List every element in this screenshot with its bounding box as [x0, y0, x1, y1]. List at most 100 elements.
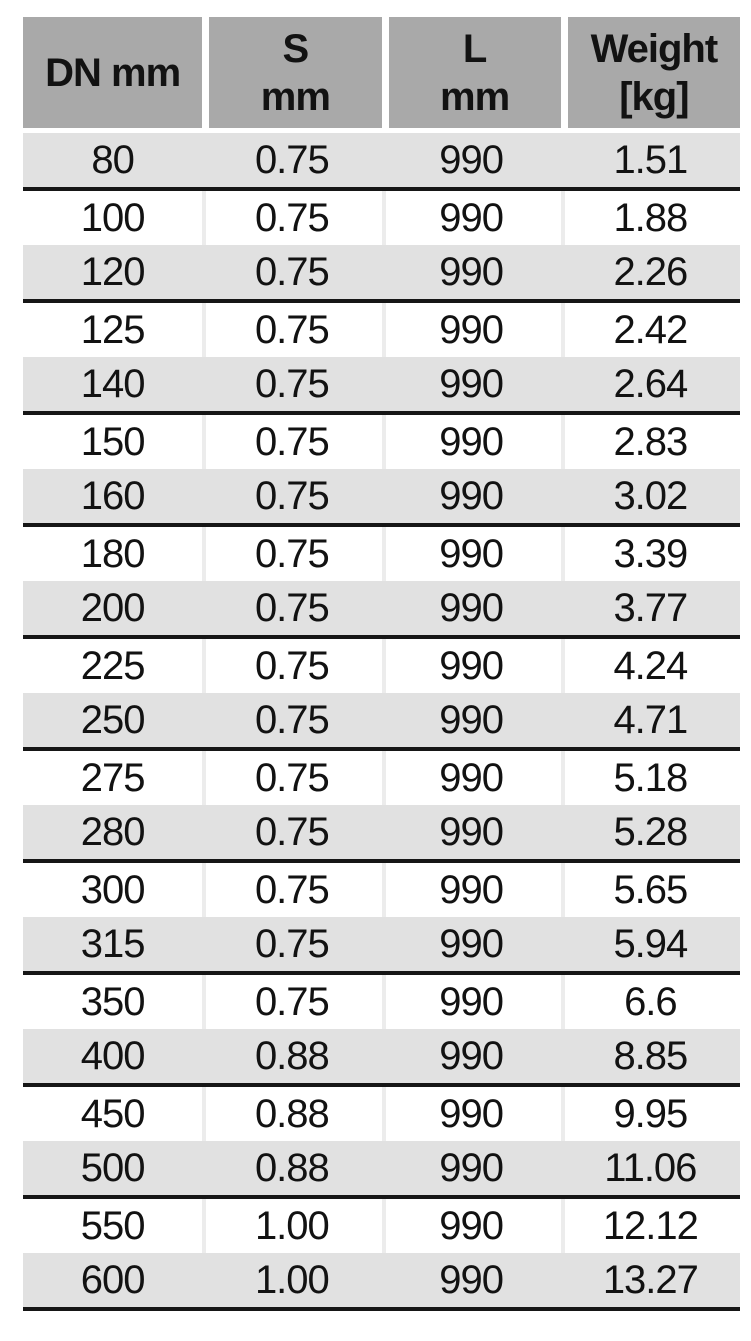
table-cell-weight: 1.51: [613, 137, 688, 182]
table-cell-dn: 275: [80, 755, 146, 800]
column-header-line: [kg]: [619, 74, 689, 119]
table-cell-weight: 8.85: [613, 1033, 688, 1078]
table-cell-dn: 300: [80, 867, 146, 912]
table-cell-s: 0.75: [254, 697, 330, 742]
table-row: 500 0.88 990 11.06: [23, 1141, 740, 1199]
table-cell-dn: 200: [80, 585, 146, 630]
table-cell-weight: 6.6: [561, 975, 740, 1029]
table-cell-s: 0.75: [254, 473, 330, 518]
table-cell-dn: 125: [80, 307, 146, 352]
table-cell-s: 1.00: [202, 1199, 381, 1253]
table-cell-l: 990: [439, 921, 504, 966]
table-cell-weight: 11.06: [604, 1145, 697, 1190]
table-cell-l: 990: [382, 1199, 561, 1253]
table-row: 80 0.75 990 1.51: [23, 133, 740, 191]
table-cell-weight: 5.28: [613, 809, 688, 854]
table-row: 550 1.00 990 12.12: [23, 1199, 740, 1253]
table-row: 300 0.75 990 5.65: [23, 863, 740, 917]
column-header-line: Weight: [590, 26, 719, 71]
table-cell-dn: 180: [80, 531, 146, 576]
table-row: 350 0.75 990 6.6: [23, 975, 740, 1029]
table-cell-weight: 3.02: [613, 473, 688, 518]
table-cell-dn: 160: [80, 473, 146, 518]
table-cell-s: 0.88: [254, 1033, 330, 1078]
table-cell-weight: 1.88: [561, 191, 740, 245]
table-cell-l: 990: [382, 191, 561, 245]
table-row: 150 0.75 990 2.83: [23, 415, 740, 469]
table-body: 80 0.75 990 1.51 100 0.75 990 1.88 120 0.75 990 2.2…: [23, 133, 740, 1311]
column-header-weight: Weight [kg]: [560, 17, 740, 128]
table-cell-dn: 100: [80, 195, 146, 240]
table-row: 250 0.75 990 4.71: [23, 693, 740, 751]
table-row: 450 0.88 990 9.95: [23, 1087, 740, 1141]
table-cell-s: 0.75: [254, 809, 330, 854]
table-cell-weight: 4.24: [561, 639, 740, 693]
column-header-line: DN mm: [45, 50, 181, 95]
table-cell-dn: 250: [80, 697, 146, 742]
table-cell-l: 990: [382, 527, 561, 581]
table-row: 275 0.75 990 5.18: [23, 751, 740, 805]
table-cell-weight: 5.65: [561, 863, 740, 917]
table-cell-l: 990: [439, 585, 504, 630]
table-cell-l: 990: [382, 415, 561, 469]
table-row: 100 0.75 990 1.88: [23, 191, 740, 245]
table-cell-l: 990: [439, 1145, 504, 1190]
table-cell-dn: 150: [80, 419, 146, 464]
table-cell-s: 0.88: [202, 1087, 381, 1141]
table-cell-dn: 80: [91, 137, 135, 182]
table-cell-weight: 3.39: [561, 527, 740, 581]
table-row: 315 0.75 990 5.94: [23, 917, 740, 975]
column-header-line: S: [282, 26, 310, 71]
table-cell-l: 990: [439, 1033, 504, 1078]
table-cell-dn: 120: [80, 249, 146, 294]
table-cell-weight: 2.26: [613, 249, 688, 294]
table-row: 600 1.00 990 13.27: [23, 1253, 740, 1311]
table-cell-l: 990: [382, 303, 561, 357]
table-cell-dn: 225: [80, 643, 146, 688]
table-cell-weight: 2.83: [561, 415, 740, 469]
table-cell-dn: 600: [80, 1257, 146, 1302]
table-cell-s: 0.75: [254, 249, 330, 294]
table-cell-s: 0.75: [202, 303, 381, 357]
table-cell-l: 990: [382, 751, 561, 805]
table-cell-weight: 3.77: [613, 585, 688, 630]
table-cell-s: 0.75: [254, 137, 330, 182]
table-row: 280 0.75 990 5.28: [23, 805, 740, 863]
table-cell-s: 0.88: [254, 1145, 330, 1190]
table-cell-l: 990: [439, 1257, 504, 1302]
table-cell-dn: 400: [80, 1033, 146, 1078]
table-row: 200 0.75 990 3.77: [23, 581, 740, 639]
table-cell-weight: 2.42: [561, 303, 740, 357]
table-cell-dn: 500: [80, 1145, 146, 1190]
table-cell-s: 0.75: [202, 639, 381, 693]
table-cell-weight: 5.94: [613, 921, 688, 966]
table-cell-s: 0.75: [254, 361, 330, 406]
table-cell-weight: 12.12: [561, 1199, 740, 1253]
table-cell-dn: 315: [80, 921, 146, 966]
table-cell-s: 0.75: [202, 863, 381, 917]
table-row: 140 0.75 990 2.64: [23, 357, 740, 415]
table-cell-s: 0.75: [254, 921, 330, 966]
table-cell-l: 990: [439, 361, 504, 406]
column-header-line: L: [462, 26, 487, 71]
table-row: 120 0.75 990 2.26: [23, 245, 740, 303]
table-cell-s: 0.75: [202, 191, 381, 245]
column-header-line: mm: [440, 74, 510, 119]
table-cell-s: 0.75: [202, 975, 381, 1029]
table-row: 125 0.75 990 2.42: [23, 303, 740, 357]
table-cell-dn: 140: [80, 361, 146, 406]
column-header-dn: DN mm: [23, 17, 203, 128]
table-cell-l: 990: [439, 249, 504, 294]
table-cell-weight: 13.27: [602, 1257, 699, 1302]
table-cell-dn: 280: [80, 809, 146, 854]
table-cell-l: 990: [439, 809, 504, 854]
table-cell-l: 990: [439, 137, 504, 182]
table-cell-s: 0.75: [254, 585, 330, 630]
table-cell-dn: 350: [80, 979, 146, 1024]
table-cell-l: 990: [382, 1087, 561, 1141]
table-cell-l: 990: [439, 473, 504, 518]
table-cell-weight: 9.95: [561, 1087, 740, 1141]
